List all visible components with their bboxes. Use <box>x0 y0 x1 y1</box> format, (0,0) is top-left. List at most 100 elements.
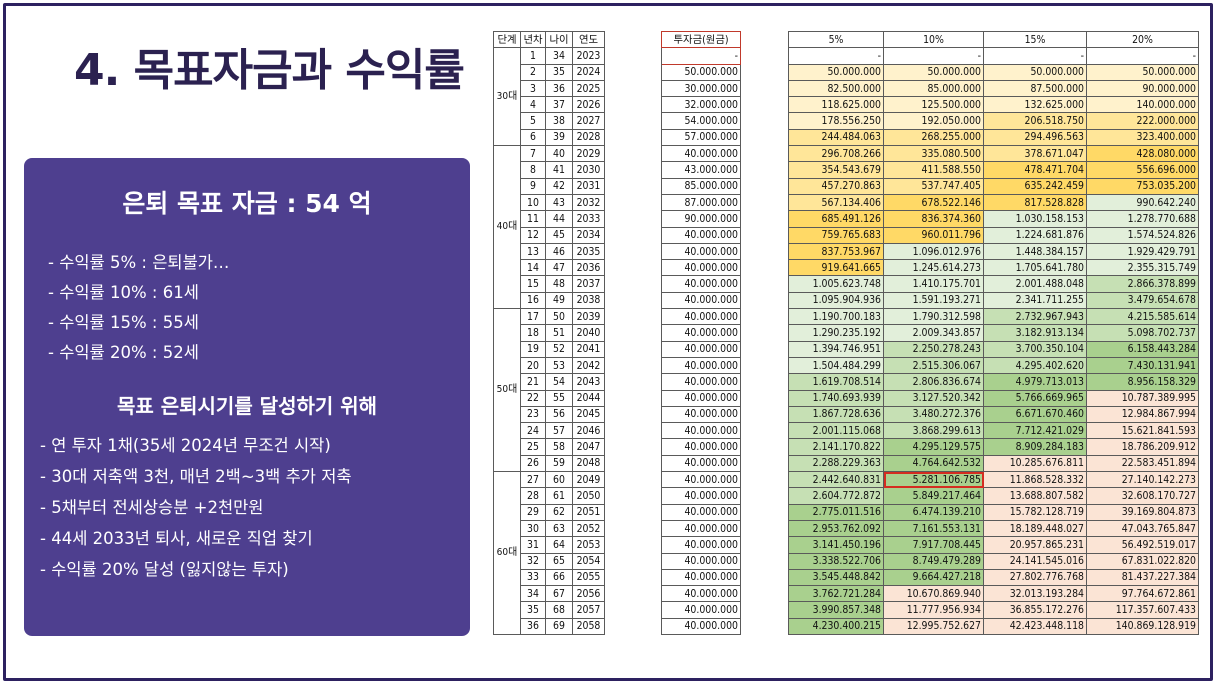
value-cell-5: 3.141.450.196 <box>788 536 884 554</box>
value-cell-20: 10.787.389.995 <box>1086 389 1199 407</box>
investment-cell: 40.000.000 <box>661 454 741 473</box>
value-cell-10: 268.255.000 <box>883 128 984 147</box>
year-no-cell: 35 <box>520 601 546 619</box>
year-no-cell: 15 <box>520 275 546 293</box>
value-cell-10: 537.747.405 <box>883 177 984 195</box>
value-cell-5: 3.545.448.842 <box>788 568 884 587</box>
year-cell: 2025 <box>572 79 605 98</box>
gap-cell <box>740 406 789 423</box>
investment-cell: 40.000.000 <box>661 536 741 554</box>
gap-cell <box>740 390 789 407</box>
year-cell: 2045 <box>572 405 605 424</box>
value-cell-15: 1.224.681.876 <box>983 226 1087 244</box>
value-cell-5: 1.740.693.939 <box>788 389 884 407</box>
stage-label: 40대 <box>493 145 521 310</box>
year-no-cell: 10 <box>520 193 546 212</box>
age-cell: 66 <box>545 568 573 587</box>
value-cell-10: 125.500.000 <box>883 96 984 114</box>
value-cell-10: 3.480.272.376 <box>883 405 984 424</box>
value-cell-15: 2.341.711.255 <box>983 291 1087 310</box>
gap-cell <box>604 585 662 602</box>
investment-cell: 43.000.000 <box>661 161 741 179</box>
value-cell-10: 192.050.000 <box>883 112 984 130</box>
value-cell-10: 85.000.000 <box>883 79 984 98</box>
year-no-cell: 30 <box>520 519 546 538</box>
table-row: 14 47 2036 40.000.000 919.641.665 1.245.614.2… <box>494 259 1199 277</box>
age-cell: 50 <box>545 308 573 326</box>
plan-heading: 목표 은퇴시기를 달성하기 위해 <box>116 394 378 418</box>
year-no-cell: 32 <box>520 552 546 570</box>
value-cell-15: 3.182.913.134 <box>983 324 1087 342</box>
header-year-no: 년차 <box>520 30 546 49</box>
gap-cell <box>604 536 662 553</box>
gap-cell <box>604 259 662 276</box>
header-year: 연도 <box>572 30 605 49</box>
investment-cell: 40.000.000 <box>661 568 741 587</box>
value-cell-5: 2.141.170.822 <box>788 438 884 456</box>
age-cell: 54 <box>545 373 573 391</box>
year-no-cell: 4 <box>520 96 546 114</box>
value-cell-20: 1.929.429.791 <box>1086 242 1199 261</box>
age-cell: 42 <box>545 177 573 195</box>
year-cell: 2056 <box>572 585 605 603</box>
summary-panel: 은퇴 목표 자금 : 54 억 - 수익률 5% : 은퇴불가… - 수익률 1… <box>24 158 470 636</box>
gap-cell <box>604 145 662 162</box>
table-row: 24 57 2046 40.000.000 2.001.115.068 3.868.299… <box>494 422 1199 440</box>
value-cell-5: 244.484.063 <box>788 128 884 147</box>
investment-cell: 40.000.000 <box>661 585 741 603</box>
gap-cell <box>604 243 662 260</box>
value-cell-10: 3.868.299.613 <box>883 422 984 440</box>
age-cell: 44 <box>545 210 573 228</box>
plan-list: - 연 투자 1채(35세 2024년 무조건 시작) - 30대 저축액 3천… <box>40 430 352 585</box>
value-cell-20: 81.437.227.384 <box>1086 568 1199 587</box>
value-cell-15: 206.518.750 <box>983 112 1087 130</box>
investment-cell: 40.000.000 <box>661 356 741 375</box>
age-cell: 55 <box>545 389 573 407</box>
investment-cell: 40.000.000 <box>661 503 741 521</box>
stage-label: 60대 <box>493 471 521 635</box>
value-cell-15: 378.671.047 <box>983 145 1087 163</box>
value-cell-5: 2.442.640.831 <box>788 471 884 489</box>
value-cell-10: 1.096.012.976 <box>883 242 984 261</box>
gap-cell <box>740 292 789 309</box>
value-cell-20: 15.621.841.593 <box>1086 422 1199 440</box>
value-cell-5: 1.005.623.748 <box>788 275 884 293</box>
year-no-cell: 24 <box>520 422 546 440</box>
value-cell-15: 6.671.670.460 <box>983 405 1087 424</box>
table-row: 16 49 2038 40.000.000 1.095.904.936 1.591.193… <box>494 291 1199 310</box>
value-cell-5: 3.762.721.284 <box>788 585 884 603</box>
value-cell-20: 990.642.240 <box>1086 193 1199 212</box>
value-cell-10: 6.474.139.210 <box>883 503 984 521</box>
value-cell-10: 7.917.708.445 <box>883 536 984 554</box>
gap-cell <box>604 390 662 407</box>
gap-cell <box>604 438 662 456</box>
age-cell: 43 <box>545 193 573 212</box>
value-cell-15: 2.732.967.943 <box>983 308 1087 326</box>
value-cell-15: 817.528.828 <box>983 193 1087 212</box>
value-cell-20: 4.215.585.614 <box>1086 308 1199 326</box>
gap-cell <box>740 243 789 260</box>
value-cell-5: 759.765.683 <box>788 226 884 244</box>
table-row: 20 53 2042 40.000.000 1.504.484.299 2.515.306… <box>494 356 1199 375</box>
value-cell-15: - <box>983 47 1087 65</box>
value-cell-15: 7.712.421.029 <box>983 422 1087 440</box>
investment-cell: 85.000.000 <box>661 177 741 195</box>
year-no-cell: 14 <box>520 259 546 277</box>
rate-item: - 수익률 20% : 52세 <box>48 343 199 362</box>
table-row: 35 68 2057 40.000.000 3.990.857.348 11.777.95… <box>494 601 1199 619</box>
table-row: 8 41 2030 43.000.000 354.543.679 411.588.550 4… <box>494 161 1199 179</box>
value-cell-10: 10.670.869.940 <box>883 585 984 603</box>
value-cell-10: - <box>883 47 984 65</box>
gap-cell <box>740 536 789 553</box>
value-cell-20: 3.479.654.678 <box>1086 291 1199 310</box>
table-row: 3 36 2025 30.000.000 82.500.000 85.000.000 87.… <box>494 79 1199 98</box>
year-cell: 2054 <box>572 552 605 570</box>
gap-cell <box>604 504 662 521</box>
value-cell-20: 67.831.022.820 <box>1086 552 1199 570</box>
investment-cell: 40.000.000 <box>661 340 741 358</box>
table-row: 30 63 2052 40.000.000 2.953.762.092 7.161.553… <box>494 519 1199 538</box>
value-cell-10: 50.000.000 <box>883 63 984 81</box>
year-no-cell: 8 <box>520 161 546 179</box>
gap-cell <box>740 569 789 586</box>
age-cell: 52 <box>545 340 573 358</box>
